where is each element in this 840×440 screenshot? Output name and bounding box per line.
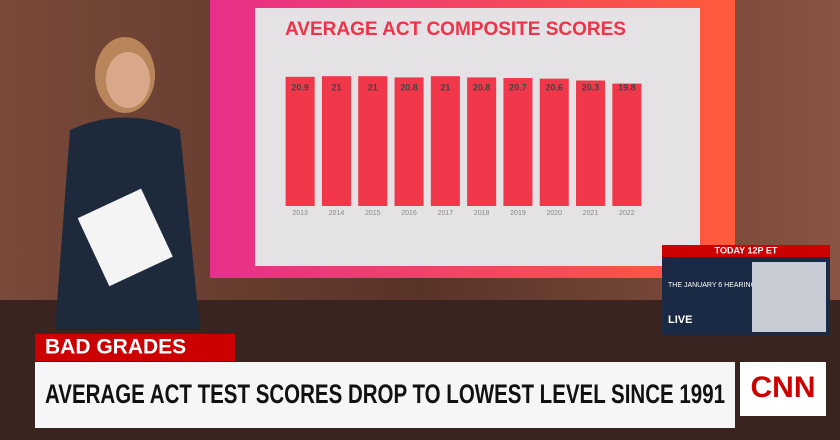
logo: CNN bbox=[751, 371, 816, 404]
value-label: 20.6 bbox=[545, 82, 563, 92]
x-tick-label: 2014 bbox=[329, 210, 345, 217]
bar bbox=[539, 78, 569, 206]
tag: BAD GRADES bbox=[45, 336, 186, 359]
logo-box bbox=[740, 362, 826, 416]
bar bbox=[467, 77, 497, 206]
x-tick-label: 2017 bbox=[438, 210, 454, 217]
bar bbox=[285, 76, 315, 206]
x-tick-label: 2013 bbox=[292, 210, 308, 217]
promo-header bbox=[662, 245, 830, 257]
value-label: 20.8 bbox=[400, 82, 418, 92]
value-label: 21 bbox=[368, 82, 378, 92]
promo-time: TODAY 12P ET bbox=[715, 245, 778, 255]
value-label: 21 bbox=[440, 82, 450, 92]
x-tick-label: 2022 bbox=[619, 210, 635, 217]
capitol-image bbox=[752, 262, 826, 332]
bar-chart: 20.9 2013 21 2014 21 2015 20.8 2016 21 2017 20.8 20… bbox=[285, 76, 642, 217]
headline: AVERAGE ACT TEST SCORES DROP TO LOWEST L… bbox=[45, 379, 725, 409]
value-label: 20.7 bbox=[509, 82, 527, 92]
value-label: 21 bbox=[331, 82, 341, 92]
x-tick-label: 2020 bbox=[546, 210, 562, 217]
value-label: 19.8 bbox=[618, 82, 636, 92]
x-tick-label: 2018 bbox=[474, 210, 490, 217]
bar bbox=[430, 76, 460, 206]
bar bbox=[576, 80, 606, 206]
x-tick-label: 2021 bbox=[583, 210, 599, 217]
value-label: 20.8 bbox=[473, 82, 491, 92]
anchor-face bbox=[106, 52, 150, 108]
headline-box bbox=[35, 362, 735, 428]
bar bbox=[612, 83, 642, 206]
paper bbox=[77, 188, 173, 287]
bar bbox=[358, 76, 388, 206]
bar bbox=[503, 78, 533, 206]
chart-title: AVERAGE ACT COMPOSITE SCORES bbox=[285, 19, 626, 40]
tag-box bbox=[35, 334, 235, 361]
bar bbox=[394, 77, 424, 206]
bar bbox=[321, 76, 351, 206]
x-tick-label: 2016 bbox=[401, 210, 417, 217]
value-label: 20.3 bbox=[582, 82, 600, 92]
promo-status: LIVE bbox=[668, 314, 692, 326]
promo-topic: THE JANUARY 6 HEARINGS bbox=[668, 282, 761, 289]
x-tick-label: 2019 bbox=[510, 210, 526, 217]
x-tick-label: 2015 bbox=[365, 210, 381, 217]
value-label: 20.9 bbox=[291, 82, 309, 92]
